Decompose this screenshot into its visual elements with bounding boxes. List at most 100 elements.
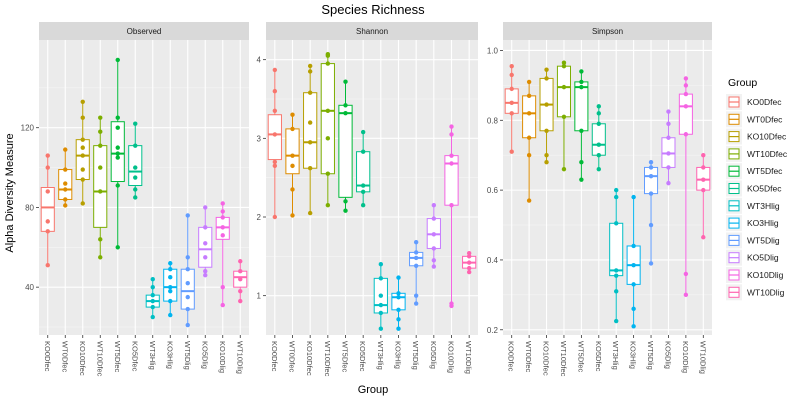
- boxplot-wt5dlig: [409, 239, 424, 306]
- data-point: [272, 67, 278, 73]
- data-point: [378, 302, 384, 308]
- y-tick-label: 1.0: [487, 46, 499, 55]
- data-point: [307, 90, 313, 95]
- x-tick-label: KO0Dfec: [270, 341, 279, 372]
- boxplot-wt10dlig: [696, 153, 711, 240]
- boxplot-wt5dlig: [180, 213, 195, 328]
- y-tick-label: 0.8: [487, 116, 499, 125]
- box: [267, 114, 282, 161]
- data-point: [168, 288, 173, 294]
- y-tick-label: 0.2: [487, 326, 499, 335]
- data-point: [579, 84, 584, 90]
- data-point: [63, 181, 68, 186]
- data-point: [413, 263, 419, 268]
- data-point: [63, 203, 68, 208]
- data-point: [396, 295, 401, 300]
- data-point: [614, 221, 619, 226]
- boxplot-ko5dfec: [591, 104, 606, 172]
- data-point: [614, 194, 619, 200]
- data-point: [115, 125, 120, 130]
- data-point: [378, 310, 384, 316]
- data-point: [272, 159, 278, 165]
- legend-label: WT0Dfec: [747, 114, 783, 124]
- data-point: [272, 214, 278, 220]
- x-tick-label: WT0Dfec: [288, 341, 297, 373]
- box: [180, 268, 195, 310]
- data-point: [272, 88, 278, 94]
- data-point: [701, 165, 706, 170]
- data-point: [561, 166, 567, 172]
- data-point: [168, 298, 173, 304]
- data-point: [431, 232, 437, 237]
- data-point: [98, 143, 103, 148]
- data-point: [449, 301, 454, 306]
- data-point: [701, 153, 706, 158]
- data-point: [98, 237, 103, 242]
- data-point: [666, 121, 671, 126]
- x-tick-label: WT5Dlig: [411, 341, 420, 370]
- data-point: [544, 128, 549, 133]
- box: [338, 104, 353, 198]
- data-point: [561, 60, 567, 65]
- data-point: [683, 271, 689, 277]
- x-tick-label: KO10Dfec: [305, 341, 314, 376]
- data-point: [133, 121, 138, 126]
- legend-label: KO5Dlig: [747, 253, 779, 263]
- data-point: [80, 153, 85, 158]
- data-point: [133, 143, 138, 148]
- data-point: [360, 183, 366, 188]
- data-point: [413, 250, 419, 255]
- x-tick-label: KO0Dfec: [43, 341, 52, 372]
- data-point: [220, 284, 225, 290]
- data-point: [526, 135, 532, 140]
- boxplot-wt0dfec: [58, 147, 73, 208]
- data-point: [701, 177, 706, 182]
- data-point: [150, 284, 155, 290]
- data-point: [360, 203, 366, 208]
- boxplot-wt10dfec: [93, 115, 108, 260]
- x-tick-label: WT5Dfec: [576, 341, 585, 373]
- data-point: [45, 229, 50, 234]
- data-point: [631, 324, 636, 329]
- data-point: [203, 205, 208, 210]
- panel-background: [503, 40, 712, 335]
- data-point: [290, 126, 295, 132]
- boxplot-wt10dfec: [556, 60, 571, 172]
- data-point: [343, 208, 348, 213]
- data-point: [579, 128, 584, 133]
- data-point: [449, 132, 454, 137]
- data-point: [150, 292, 155, 298]
- box: [522, 95, 537, 139]
- data-point: [307, 210, 313, 216]
- boxplot-wt10dlig: [233, 259, 248, 304]
- data-point: [526, 111, 532, 116]
- x-tick-label: KO10Dlig: [218, 341, 227, 373]
- data-point: [561, 84, 567, 90]
- data-point: [683, 104, 689, 109]
- facet-strip-label: Simpson: [592, 27, 623, 36]
- boxplot-ko10dfec: [303, 63, 318, 216]
- data-point: [526, 79, 532, 85]
- boxplot-ko10dlig: [444, 124, 459, 309]
- data-point: [544, 102, 549, 107]
- boxplot-wt3hlig: [145, 276, 160, 320]
- x-tick-label: KO5Dfec: [130, 341, 139, 372]
- y-tick-label: 2: [257, 213, 262, 222]
- x-tick-label: WT5Dlig: [183, 341, 192, 370]
- data-point: [396, 275, 401, 280]
- data-point: [614, 289, 619, 294]
- data-point: [614, 187, 619, 193]
- data-point: [98, 255, 103, 260]
- data-point: [343, 103, 348, 108]
- data-point: [63, 187, 68, 192]
- legend: Group KO0Dfec WT0Dfec KO10Dfec WT10Dfec WT5D…: [726, 77, 788, 301]
- data-point: [325, 108, 331, 114]
- data-point: [413, 293, 419, 298]
- data-point: [325, 136, 331, 141]
- boxplot-wt10dlig: [462, 250, 477, 275]
- legend-item-ko5dlig: KO5Dlig: [726, 249, 779, 266]
- data-point: [614, 268, 619, 273]
- legend-label: WT5Dfec: [747, 166, 783, 176]
- legend-item-ko10dfec: KO10Dfec: [726, 128, 787, 145]
